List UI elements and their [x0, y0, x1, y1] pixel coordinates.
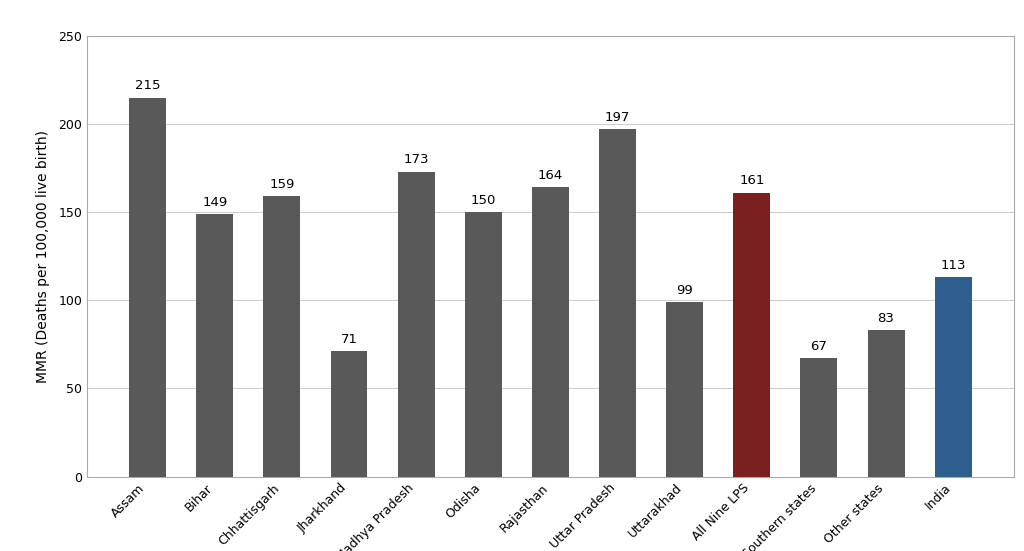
Bar	[263, 196, 300, 477]
Text: 150: 150	[471, 194, 496, 207]
Bar	[531, 187, 569, 477]
Bar	[667, 302, 703, 477]
Text: 83: 83	[878, 312, 895, 325]
Bar	[801, 359, 838, 477]
Text: 71: 71	[341, 333, 357, 346]
Text: 164: 164	[538, 169, 563, 182]
Bar	[867, 330, 904, 477]
Text: 149: 149	[202, 196, 227, 209]
Text: 99: 99	[676, 284, 693, 297]
Text: 215: 215	[135, 79, 161, 92]
Bar	[331, 352, 368, 477]
Bar	[733, 193, 770, 477]
Bar	[129, 98, 166, 477]
Bar	[465, 212, 502, 477]
Text: 173: 173	[403, 153, 429, 166]
Bar	[599, 129, 636, 477]
Bar	[197, 214, 233, 477]
Text: 161: 161	[739, 175, 765, 187]
Bar	[397, 171, 434, 477]
Text: 159: 159	[269, 178, 295, 191]
Y-axis label: MMR (Deaths per 100,000 live birth): MMR (Deaths per 100,000 live birth)	[36, 129, 50, 383]
Text: 197: 197	[605, 111, 630, 124]
Bar	[935, 277, 972, 477]
Text: 67: 67	[810, 340, 827, 353]
Text: 113: 113	[940, 259, 966, 272]
